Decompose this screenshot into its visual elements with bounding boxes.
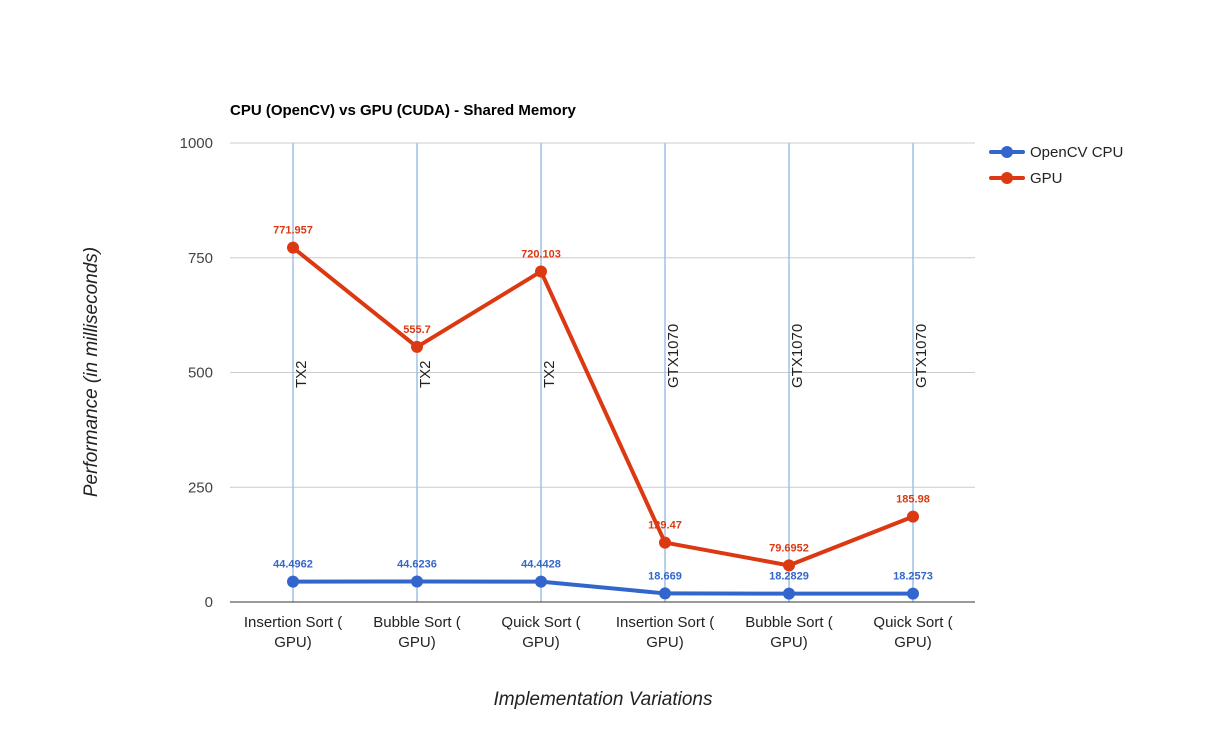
data-point: [535, 575, 547, 588]
data-label: 18.2829: [769, 571, 809, 583]
x-category-label: Bubble Sort (: [745, 614, 833, 631]
annotation-label: GTX1070: [665, 324, 682, 388]
series-line-1: [291, 245, 915, 568]
data-point: [907, 587, 919, 600]
legend-marker: [1001, 146, 1013, 158]
data-label: 44.4428: [521, 559, 561, 571]
x-category-label: Bubble Sort (: [373, 614, 461, 631]
data-label: 44.4962: [273, 559, 313, 571]
series-group: [287, 241, 919, 600]
legend: OpenCV CPU GPU: [989, 144, 1123, 187]
data-label: 79.6952: [769, 542, 809, 554]
x-category-label: GPU): [646, 634, 684, 651]
data-point: [287, 241, 299, 254]
data-label: 129.47: [648, 520, 682, 532]
series-line-0: [291, 579, 915, 596]
annotation-lines: [292, 143, 914, 602]
x-category-label: Quick Sort (: [873, 614, 952, 631]
data-label: 18.669: [648, 570, 682, 582]
x-category-label: GPU): [770, 634, 808, 651]
data-label: 44.6236: [397, 559, 437, 571]
x-category-label: GPU): [894, 634, 932, 651]
legend-label: OpenCV CPU: [1030, 144, 1123, 161]
data-labels: 44.4962 44.6236 44.4428 18.669 18.2829 18.257…: [273, 225, 933, 583]
data-point: [659, 587, 671, 600]
data-label: 555.7: [403, 324, 431, 336]
x-category-label: GPU): [522, 634, 560, 651]
data-point: [535, 265, 547, 278]
gridlines: [230, 142, 975, 488]
annotation-labels: TX2 TX2 TX2 GTX1070 GTX1070 GTX1070: [293, 324, 930, 388]
annotation-label: TX2: [541, 360, 558, 388]
data-label: 771.957: [273, 225, 313, 237]
data-label: 18.2573: [893, 571, 933, 583]
data-point: [783, 587, 795, 600]
annotation-label: GTX1070: [913, 324, 930, 388]
x-category-label: Insertion Sort (: [616, 614, 714, 631]
x-category-label: Quick Sort (: [501, 614, 580, 631]
annotation-label: TX2: [293, 360, 310, 388]
data-point: [411, 340, 423, 353]
data-point: [659, 536, 671, 549]
annotation-label: TX2: [417, 360, 434, 388]
legend-marker: [1001, 172, 1013, 184]
x-category-label: GPU): [274, 634, 312, 651]
data-point: [907, 510, 919, 523]
data-point: [783, 559, 795, 572]
y-tick-label: 500: [188, 365, 213, 382]
y-tick-label: 750: [188, 250, 213, 267]
legend-label: GPU: [1030, 170, 1063, 187]
annotation-label: GTX1070: [789, 324, 806, 388]
x-axis-title: Implementation Variations: [494, 689, 713, 710]
x-category-label: Insertion Sort (: [244, 614, 342, 631]
x-axis-categories: Insertion Sort ( GPU) Bubble Sort ( GPU) Qui…: [244, 614, 953, 651]
data-point: [411, 575, 423, 588]
data-label: 720.103: [521, 248, 561, 260]
x-category-label: GPU): [398, 634, 436, 651]
chart-title: CPU (OpenCV) vs GPU (CUDA) - Shared Memo…: [230, 102, 577, 119]
y-tick-label: 1000: [180, 135, 213, 152]
data-label: 185.98: [896, 494, 930, 506]
y-tick-label: 250: [188, 479, 213, 496]
y-axis-title: Performance (in milliseconds): [81, 247, 102, 497]
y-axis-ticks: 0 250 500 750 1000: [180, 135, 213, 611]
data-point: [287, 575, 299, 588]
y-tick-label: 0: [205, 594, 213, 611]
